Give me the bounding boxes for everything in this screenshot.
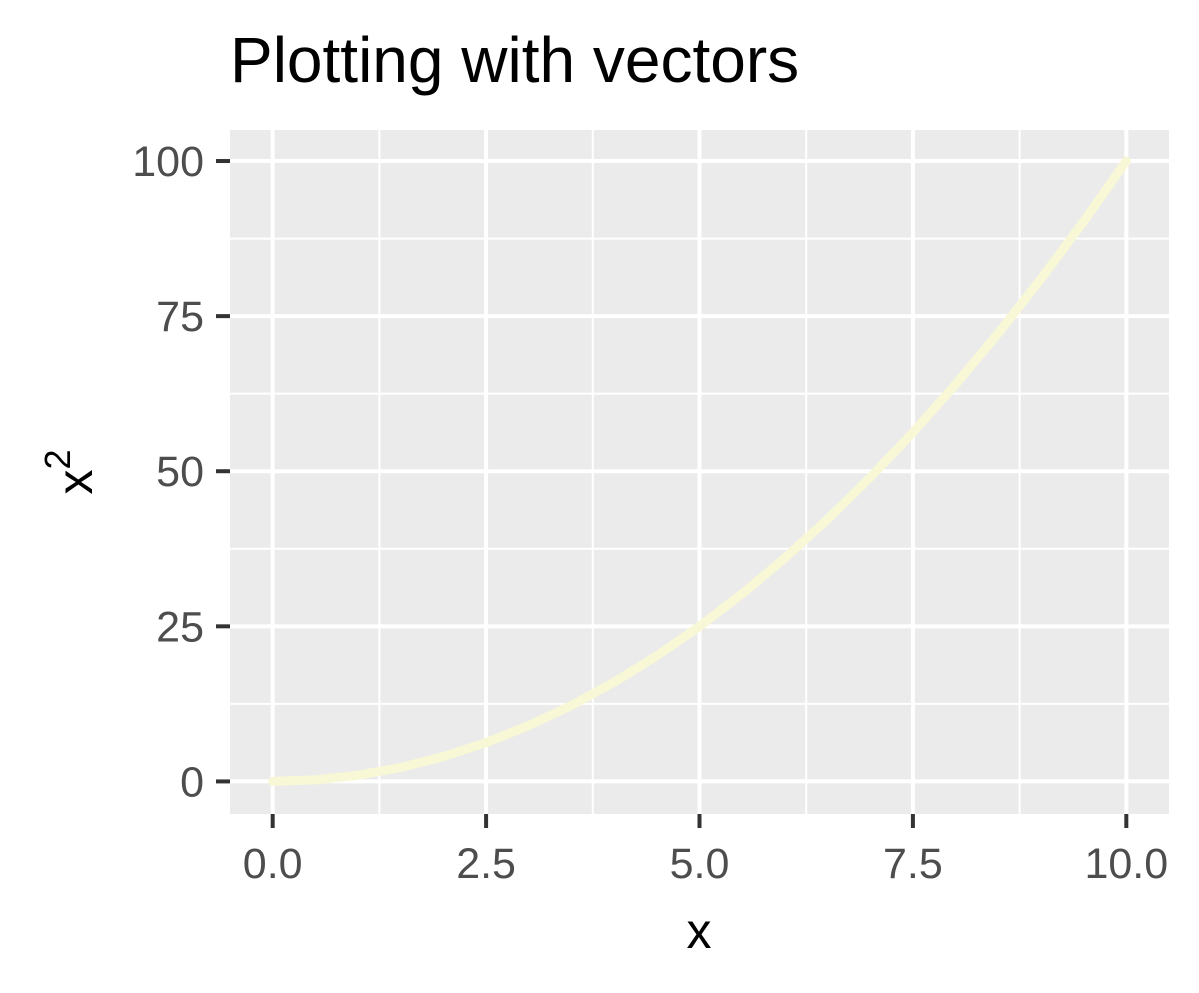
x-tick-label: 2.5: [456, 840, 516, 888]
y-tick-label: 75: [156, 293, 204, 341]
y-tick-label: 100: [132, 138, 204, 186]
y-axis-title: x2: [37, 449, 103, 494]
series-line: [268, 156, 1131, 786]
y-tick-label: 50: [156, 448, 204, 496]
x-tick-label: 5.0: [670, 840, 730, 888]
x-tick-label: 7.5: [883, 840, 943, 888]
chart-title: Plotting with vectors: [230, 24, 799, 96]
y-tick-label: 0: [180, 758, 204, 806]
y-axis: 0 25 50 75 100: [132, 138, 230, 806]
y-axis-title-superscript: 2: [37, 449, 78, 469]
x-axis-title: x: [687, 903, 712, 959]
x-axis: 0.0 2.5 5.0 7.5 10.0: [243, 814, 1168, 888]
x-tick-label: 10.0: [1084, 840, 1168, 888]
series-layer: [268, 156, 1131, 786]
y-tick-label: 25: [156, 603, 204, 651]
x-tick-label: 0.0: [243, 840, 303, 888]
y-axis-title-base: x: [47, 470, 103, 495]
